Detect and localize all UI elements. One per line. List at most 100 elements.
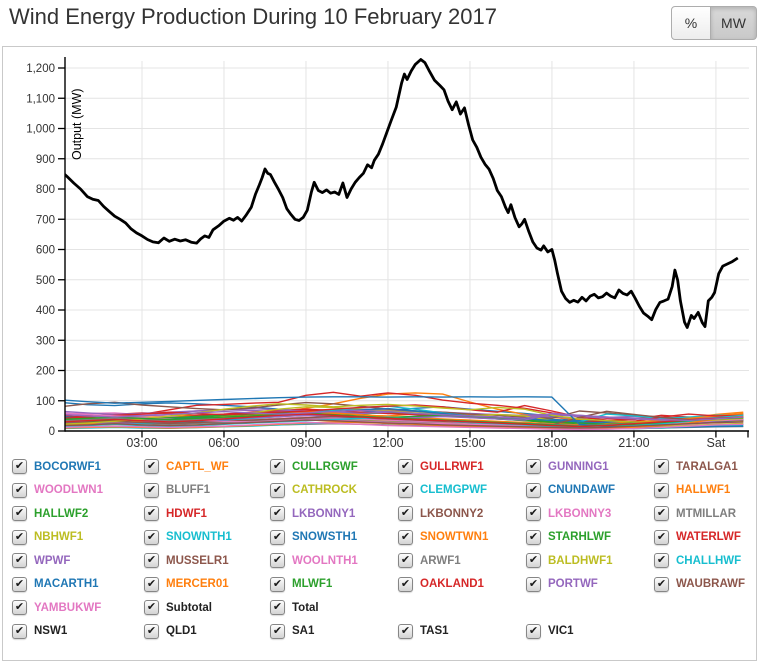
checkbox-STARHLWF[interactable]: ✔ bbox=[526, 529, 541, 545]
legend-item-SA1[interactable]: ✔ SA1 bbox=[270, 623, 398, 639]
legend-item-NBHWF1[interactable]: ✔ NBHWF1 bbox=[12, 529, 144, 545]
checkbox-WATERLWF[interactable]: ✔ bbox=[654, 529, 669, 545]
legend-label-BOCORWF1[interactable]: BOCORWF1 bbox=[34, 460, 101, 473]
legend-label-STARHLWF[interactable]: STARHLWF bbox=[548, 531, 612, 544]
legend-item-WAUBRAWF[interactable]: ✔ WAUBRAWF bbox=[654, 576, 745, 592]
legend-item-WATERLWF[interactable]: ✔ WATERLWF bbox=[654, 529, 741, 545]
checkbox-CAPTL_WF[interactable]: ✔ bbox=[144, 459, 159, 475]
legend-item-PORTWF[interactable]: ✔ PORTWF bbox=[526, 576, 654, 592]
legend-item-YAMBUKWF[interactable]: ✔ YAMBUKWF bbox=[12, 600, 144, 616]
legend-label-WOOLNTH1[interactable]: WOOLNTH1 bbox=[292, 554, 358, 567]
legend-item-CULLRGWF[interactable]: ✔ CULLRGWF bbox=[270, 459, 398, 475]
legend-item-LKBONNY3[interactable]: ✔ LKBONNY3 bbox=[526, 506, 654, 522]
legend-item-ARWF1[interactable]: ✔ ARWF1 bbox=[398, 553, 526, 569]
checkbox-LKBONNY1[interactable]: ✔ bbox=[270, 506, 285, 522]
legend-item-MUSSELR1[interactable]: ✔ MUSSELR1 bbox=[144, 553, 270, 569]
legend-label-MUSSELR1[interactable]: MUSSELR1 bbox=[166, 554, 229, 567]
checkbox-NSW1[interactable]: ✔ bbox=[12, 623, 27, 639]
legend-label-WOODLWN1[interactable]: WOODLWN1 bbox=[34, 484, 103, 497]
legend-label-ARWF1[interactable]: ARWF1 bbox=[420, 554, 461, 567]
legend-label-TAS1[interactable]: TAS1 bbox=[420, 625, 449, 638]
checkbox-CATHROCK[interactable]: ✔ bbox=[270, 482, 285, 498]
legend-item-SNOWSTH1[interactable]: ✔ SNOWSTH1 bbox=[270, 529, 398, 545]
checkbox-CHALLHWF[interactable]: ✔ bbox=[654, 553, 669, 569]
checkbox-Subtotal[interactable]: ✔ bbox=[144, 600, 159, 616]
legend-item-SNOWTWN1[interactable]: ✔ SNOWTWN1 bbox=[398, 529, 526, 545]
checkbox-HALLWF2[interactable]: ✔ bbox=[12, 506, 27, 522]
legend-label-HDWF1[interactable]: HDWF1 bbox=[166, 507, 207, 520]
checkbox-WPWF[interactable]: ✔ bbox=[12, 553, 27, 569]
checkbox-LKBONNY3[interactable]: ✔ bbox=[526, 506, 541, 522]
legend-item-WOOLNTH1[interactable]: ✔ WOOLNTH1 bbox=[270, 553, 398, 569]
legend-label-CLEMGPWF[interactable]: CLEMGPWF bbox=[420, 484, 488, 497]
legend-item-MTMILLAR[interactable]: ✔ MTMILLAR bbox=[654, 506, 737, 522]
legend-item-NSW1[interactable]: ✔ NSW1 bbox=[12, 623, 144, 639]
checkbox-HDWF1[interactable]: ✔ bbox=[144, 506, 159, 522]
legend-label-HALLWF2[interactable]: HALLWF2 bbox=[34, 507, 89, 520]
checkbox-BALDHWF1[interactable]: ✔ bbox=[526, 553, 541, 569]
legend-label-CAPTL_WF[interactable]: CAPTL_WF bbox=[166, 460, 229, 473]
checkbox-TARALGA1[interactable]: ✔ bbox=[654, 459, 669, 475]
legend-label-MLWF1[interactable]: MLWF1 bbox=[292, 578, 333, 591]
legend-item-CAPTL_WF[interactable]: ✔ CAPTL_WF bbox=[144, 459, 270, 475]
checkbox-MLWF1[interactable]: ✔ bbox=[270, 576, 285, 592]
legend-item-GUNNING1[interactable]: ✔ GUNNING1 bbox=[526, 459, 654, 475]
legend-label-CNUNDAWF[interactable]: CNUNDAWF bbox=[548, 484, 616, 497]
legend-item-LKBONNY2[interactable]: ✔ LKBONNY2 bbox=[398, 506, 526, 522]
checkbox-YAMBUKWF[interactable]: ✔ bbox=[12, 600, 27, 616]
checkbox-ARWF1[interactable]: ✔ bbox=[398, 553, 413, 569]
legend-item-TARALGA1[interactable]: ✔ TARALGA1 bbox=[654, 459, 738, 475]
legend-item-BOCORWF1[interactable]: ✔ BOCORWF1 bbox=[12, 459, 144, 475]
legend-label-HALLWF1[interactable]: HALLWF1 bbox=[676, 484, 731, 497]
legend-item-HALLWF1[interactable]: ✔ HALLWF1 bbox=[654, 482, 731, 498]
checkbox-MERCER01[interactable]: ✔ bbox=[144, 576, 159, 592]
legend-item-MERCER01[interactable]: ✔ MERCER01 bbox=[144, 576, 270, 592]
checkbox-GUNNING1[interactable]: ✔ bbox=[526, 459, 541, 475]
checkbox-QLD1[interactable]: ✔ bbox=[144, 623, 159, 639]
legend-item-CLEMGPWF[interactable]: ✔ CLEMGPWF bbox=[398, 482, 526, 498]
checkbox-GULLRWF1[interactable]: ✔ bbox=[398, 459, 413, 475]
mw-unit-button[interactable]: MW bbox=[711, 6, 757, 40]
legend-label-LKBONNY1[interactable]: LKBONNY1 bbox=[292, 507, 356, 520]
legend-label-SNOWTWN1[interactable]: SNOWTWN1 bbox=[420, 531, 489, 544]
checkbox-SNOWSTH1[interactable]: ✔ bbox=[270, 529, 285, 545]
legend-item-BLUFF1[interactable]: ✔ BLUFF1 bbox=[144, 482, 270, 498]
legend-label-SA1[interactable]: SA1 bbox=[292, 625, 315, 638]
checkbox-CLEMGPWF[interactable]: ✔ bbox=[398, 482, 413, 498]
legend-item-HDWF1[interactable]: ✔ HDWF1 bbox=[144, 506, 270, 522]
checkbox-VIC1[interactable]: ✔ bbox=[526, 623, 541, 639]
legend-item-Subtotal[interactable]: ✔ Subtotal bbox=[144, 600, 270, 616]
legend-item-VIC1[interactable]: ✔ VIC1 bbox=[526, 623, 654, 639]
legend-item-OAKLAND1[interactable]: ✔ OAKLAND1 bbox=[398, 576, 526, 592]
legend-item-LKBONNY1[interactable]: ✔ LKBONNY1 bbox=[270, 506, 398, 522]
legend-label-LKBONNY3[interactable]: LKBONNY3 bbox=[548, 507, 612, 520]
legend-item-CHALLHWF[interactable]: ✔ CHALLHWF bbox=[654, 553, 741, 569]
legend-item-CNUNDAWF[interactable]: ✔ CNUNDAWF bbox=[526, 482, 654, 498]
legend-item-MLWF1[interactable]: ✔ MLWF1 bbox=[270, 576, 398, 592]
checkbox-Total[interactable]: ✔ bbox=[270, 600, 285, 616]
checkbox-CNUNDAWF[interactable]: ✔ bbox=[526, 482, 541, 498]
legend-label-LKBONNY2[interactable]: LKBONNY2 bbox=[420, 507, 484, 520]
legend-label-GULLRWF1[interactable]: GULLRWF1 bbox=[420, 460, 484, 473]
legend-label-CULLRGWF[interactable]: CULLRGWF bbox=[292, 460, 358, 473]
legend-label-WPWF[interactable]: WPWF bbox=[34, 554, 71, 567]
legend-label-YAMBUKWF[interactable]: YAMBUKWF bbox=[34, 601, 102, 614]
legend-label-OAKLAND1[interactable]: OAKLAND1 bbox=[420, 578, 484, 591]
checkbox-SNOWTWN1[interactable]: ✔ bbox=[398, 529, 413, 545]
legend-label-MTMILLAR[interactable]: MTMILLAR bbox=[676, 507, 737, 520]
legend-label-Total[interactable]: Total bbox=[292, 601, 319, 614]
legend-label-SNOWSTH1[interactable]: SNOWSTH1 bbox=[292, 531, 358, 544]
checkbox-WOOLNTH1[interactable]: ✔ bbox=[270, 553, 285, 569]
legend-label-Subtotal[interactable]: Subtotal bbox=[166, 601, 212, 614]
checkbox-SNOWNTH1[interactable]: ✔ bbox=[144, 529, 159, 545]
checkbox-PORTWF[interactable]: ✔ bbox=[526, 576, 541, 592]
checkbox-OAKLAND1[interactable]: ✔ bbox=[398, 576, 413, 592]
legend-item-TAS1[interactable]: ✔ TAS1 bbox=[398, 623, 526, 639]
checkbox-BOCORWF1[interactable]: ✔ bbox=[12, 459, 27, 475]
legend-item-HALLWF2[interactable]: ✔ HALLWF2 bbox=[12, 506, 144, 522]
checkbox-WAUBRAWF[interactable]: ✔ bbox=[654, 576, 669, 592]
legend-label-QLD1[interactable]: QLD1 bbox=[166, 625, 197, 638]
checkbox-BLUFF1[interactable]: ✔ bbox=[144, 482, 159, 498]
legend-label-MACARTH1[interactable]: MACARTH1 bbox=[34, 578, 99, 591]
checkbox-MTMILLAR[interactable]: ✔ bbox=[654, 506, 669, 522]
